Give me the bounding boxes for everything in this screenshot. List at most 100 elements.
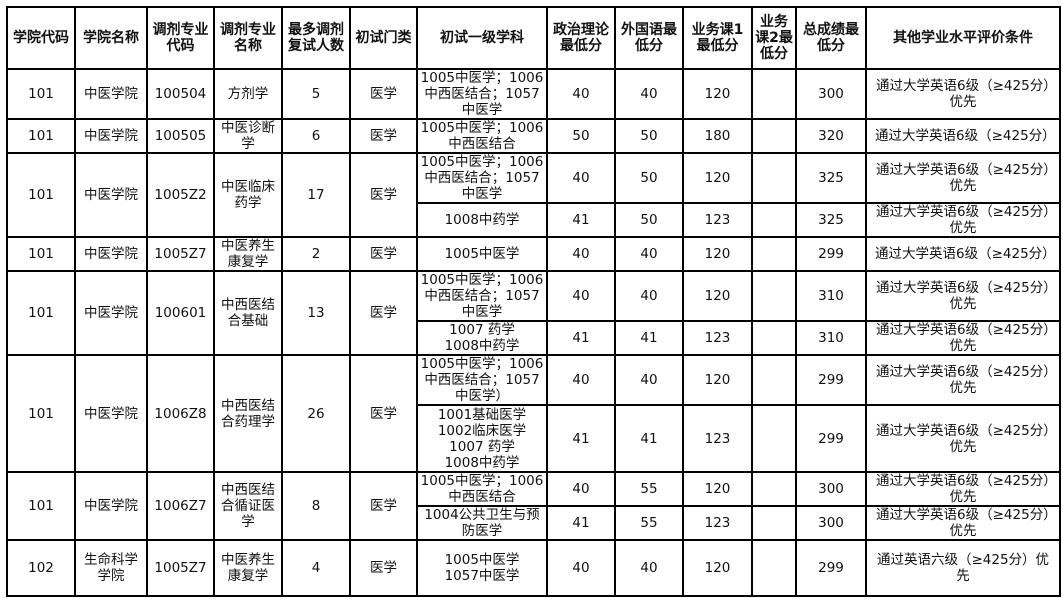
- header-row: 学院代码 学院名称 调剂专业代码 调剂专业名称 最多调剂复试人数 初试门类 初试一级学科 政治…: [6, 6, 1061, 70]
- cell-major-name: 中西医结合药理学: [213, 354, 283, 473]
- cell-course1: 120: [682, 236, 753, 272]
- header-category: 初试门类: [349, 6, 418, 70]
- cell-subjects: 1005中医学；1006中西医结合: [416, 118, 548, 154]
- cell-max-count: 4: [281, 539, 351, 597]
- cell-college-name: 中医学院: [74, 471, 148, 541]
- cell-course2: [751, 471, 797, 507]
- cell-foreign: 50: [614, 118, 684, 154]
- cell-politics: 41: [546, 202, 616, 238]
- cell-course2: [751, 354, 797, 406]
- cell-foreign: 40: [614, 270, 684, 322]
- cell-foreign: 55: [614, 471, 684, 507]
- cell-subjects: 1001基础医学 1002临床医学 1007 药学 1008中药学: [416, 404, 548, 473]
- header-total-min: 总成绩最低分: [795, 6, 867, 70]
- cell-subjects: 1005中医学；1006中西医结合；1057中医学: [416, 68, 548, 120]
- cell-major-name: 方剂学: [213, 68, 283, 120]
- cell-college-code: 101: [6, 152, 76, 238]
- cell-course1: 120: [682, 471, 753, 507]
- header-college-name: 学院名称: [74, 6, 148, 70]
- cell-other: 通过英语六级（≥425分）优先: [865, 539, 1061, 597]
- cell-other: 通过大学英语6级（≥425分）优先: [865, 505, 1061, 541]
- cell-total: 300: [795, 505, 867, 541]
- cell-politics: 41: [546, 320, 616, 356]
- table-row: 1007 药学 1008中药学 41 41 123 310 通过大学英语6级（≥425分）…: [7, 320, 1061, 356]
- cell-total: 299: [795, 539, 867, 597]
- header-major-name: 调剂专业名称: [213, 6, 283, 70]
- cell-max-count: 8: [281, 471, 351, 541]
- cell-other: 通过大学英语6级（≥425分）: [865, 236, 1061, 272]
- cell-major-name: 中医养生康复学: [213, 539, 283, 597]
- cell-category: 医学: [349, 354, 418, 473]
- table-row: 1004公共卫生与预防医学 41 55 123 300 通过大学英语6级（≥425分）优先: [7, 505, 1061, 541]
- cell-total: 310: [795, 320, 867, 356]
- cell-major-code: 1005Z2: [146, 152, 215, 238]
- cell-college-name: 中医学院: [74, 270, 148, 356]
- cell-course1: 123: [682, 320, 753, 356]
- cell-course2: [751, 118, 797, 154]
- cell-course1: 120: [682, 354, 753, 406]
- cell-other: 通过大学英语6级（≥425分）优先: [865, 354, 1061, 406]
- cell-major-code: 1005Z7: [146, 539, 215, 597]
- table-row: 102 生命科学学院 1005Z7 中医养生康复学 4 医学 1005中医学 1057中医学…: [6, 539, 1061, 597]
- cell-category: 医学: [349, 68, 418, 120]
- cell-college-name: 中医学院: [74, 152, 148, 238]
- cell-politics: 41: [546, 505, 616, 541]
- cell-category: 医学: [349, 471, 418, 541]
- cell-total: 320: [795, 118, 867, 154]
- cell-college-code: 102: [6, 539, 76, 597]
- cell-major-name: 中医临床药学: [213, 152, 283, 238]
- header-major-code: 调剂专业代码: [146, 6, 215, 70]
- cell-max-count: 13: [281, 270, 351, 356]
- cell-major-code: 100504: [146, 68, 215, 120]
- cell-course2: [751, 202, 797, 238]
- table-row: 101 中医学院 1005Z2 中医临床药学 17 医学 1005中医学；1006中西医结合…: [6, 152, 1061, 238]
- cell-max-count: 2: [281, 236, 351, 272]
- cell-course2: [751, 152, 797, 204]
- cell-total: 325: [795, 152, 867, 204]
- cell-course1: 180: [682, 118, 753, 154]
- cell-politics: 50: [546, 118, 616, 154]
- cell-major-name: 中西医结合基础: [213, 270, 283, 356]
- header-foreign-min: 外国语最低分: [614, 6, 684, 70]
- cell-total: 300: [795, 68, 867, 120]
- cell-college-code: 101: [6, 354, 76, 473]
- cell-college-code: 101: [6, 270, 76, 356]
- cell-total: 299: [795, 354, 867, 406]
- cell-foreign: 41: [614, 404, 684, 473]
- cell-major-code: 1006Z8: [146, 354, 215, 473]
- cell-major-name: 中医养生康复学: [213, 236, 283, 272]
- cell-total: 325: [795, 202, 867, 238]
- cell-subjects: 1005中医学 1057中医学: [416, 539, 548, 597]
- cell-course2: [751, 320, 797, 356]
- cell-course1: 120: [682, 68, 753, 120]
- cell-politics: 40: [546, 236, 616, 272]
- cell-subjects: 1008中药学: [416, 202, 548, 238]
- cell-major-name: 中医诊断学: [213, 118, 283, 154]
- cell-course2: [751, 270, 797, 322]
- table-row: 101 中医学院 1005Z7 中医养生康复学 2 医学 1005中医学 40 40 120 299…: [6, 236, 1061, 272]
- table-row: 101 中医学院 100601 中西医结合基础 13 医学 1005中医学；1006中西医结…: [6, 270, 1061, 356]
- cell-max-count: 17: [281, 152, 351, 238]
- cell-course2: [751, 236, 797, 272]
- cell-category: 医学: [349, 118, 418, 154]
- cell-category: 医学: [349, 152, 418, 238]
- cell-subjects: 1007 药学 1008中药学: [416, 320, 548, 356]
- cell-category: 医学: [349, 236, 418, 272]
- cell-other: 通过大学英语6级（≥425分）优先: [865, 471, 1061, 507]
- cell-subjects: 1005中医学；1006中西医结合；1057中医学）: [416, 354, 548, 406]
- adjustment-table: 学院代码 学院名称 调剂专业代码 调剂专业名称 最多调剂复试人数 初试门类 初试一级学科 政治…: [6, 6, 1061, 597]
- cell-college-name: 生命科学学院: [74, 539, 148, 597]
- cell-foreign: 40: [614, 68, 684, 120]
- cell-other: 通过大学英语6级（≥425分）: [865, 118, 1061, 154]
- cell-max-count: 26: [281, 354, 351, 473]
- cell-course1: 123: [682, 505, 753, 541]
- cell-other: 通过大学英语6级（≥425分）优先: [865, 202, 1061, 238]
- cell-politics: 40: [546, 68, 616, 120]
- cell-politics: 41: [546, 404, 616, 473]
- cell-max-count: 6: [281, 118, 351, 154]
- cell-total: 299: [795, 404, 867, 473]
- cell-foreign: 50: [614, 202, 684, 238]
- cell-subjects: 1005中医学；1006中西医结合；1057中医学: [416, 152, 548, 204]
- cell-college-code: 101: [6, 236, 76, 272]
- cell-subjects: 1005中医学；1006中西医结合: [416, 471, 548, 507]
